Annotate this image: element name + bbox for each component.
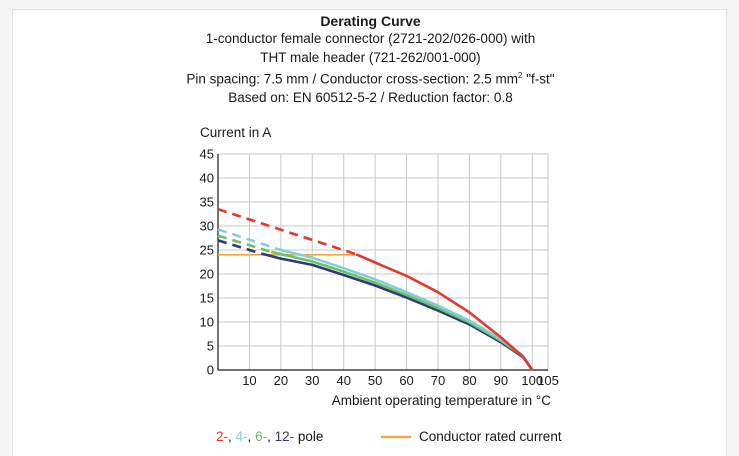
y-tick-label: 30 (200, 219, 214, 234)
x-tick-label: 20 (274, 373, 288, 388)
series-line-6 (271, 250, 534, 371)
chart-subtitle-line-4: Based on: EN 60512-5-2 / Reduction facto… (228, 90, 513, 106)
pin-spacing-text: Pin spacing: 7.5 mm / Conductor cross-se… (186, 71, 519, 87)
legend-pole-suffix: pole (294, 429, 323, 444)
y-tick-label: 20 (200, 267, 214, 282)
x-axis-label: Ambient operating temperature in °C (332, 393, 552, 408)
chart-subtitle-line-1: 1-conductor female connector (2721-202/0… (205, 31, 536, 47)
legend-pole-4: 4- (236, 429, 248, 444)
legend-separator: , (248, 429, 256, 444)
x-tick-label: 90 (494, 373, 508, 388)
y-tick-label: 5 (207, 339, 214, 354)
y-tick-label: 0 (207, 363, 214, 378)
x-tick-label: 80 (462, 373, 476, 388)
x-tick-label: 70 (431, 373, 445, 388)
series-line-2 (355, 253, 534, 371)
series-dashed-12 (217, 239, 263, 256)
legend-pole-2: 2- (216, 429, 228, 444)
chart-titles: Derating Curve 1-conductor female connec… (13, 12, 728, 108)
y-tick-label: 10 (200, 315, 214, 330)
x-tick-label: 105 (537, 373, 559, 388)
x-tick-label: 50 (368, 373, 382, 388)
y-tick-label: 45 (200, 147, 214, 162)
y-tick-label: 35 (200, 195, 214, 210)
x-tick-label: 100 (521, 373, 543, 388)
legend-separator: , (228, 429, 236, 444)
x-tick-label: 60 (399, 373, 413, 388)
series-dashed-4 (217, 228, 282, 252)
legend-pole-12: 12- (275, 429, 295, 444)
legend-separator: , (267, 429, 275, 444)
legend-rated-label: Conductor rated current (419, 429, 562, 444)
chart-subtitle-line-3: Pin spacing: 7.5 mm / Conductor cross-se… (13, 67, 728, 89)
legend-pole-6: 6- (255, 429, 267, 444)
y-tick-label: 40 (200, 171, 214, 186)
mm-squared-superscript: 2 (518, 71, 523, 81)
chart-subtitle-line-2: THT male header (721-262/001-000) (260, 49, 481, 65)
y-axis-label: Current in A (200, 125, 271, 140)
y-tick-label: 15 (200, 291, 214, 306)
x-tick-label: 40 (336, 373, 350, 388)
x-tick-label: 10 (242, 373, 256, 388)
x-tick-label: 30 (305, 373, 319, 388)
series-dashed-6 (217, 234, 272, 254)
y-tick-label: 25 (200, 243, 214, 258)
legend-pole-entries: 2-, 4-, 6-, 12- pole (216, 429, 323, 444)
conductor-type-text: "f-st" (522, 71, 555, 87)
chart-title: Derating Curve (320, 13, 421, 29)
series-dashed-2 (217, 207, 357, 256)
chart-card: Derating Curve 1-conductor female connec… (12, 9, 727, 456)
